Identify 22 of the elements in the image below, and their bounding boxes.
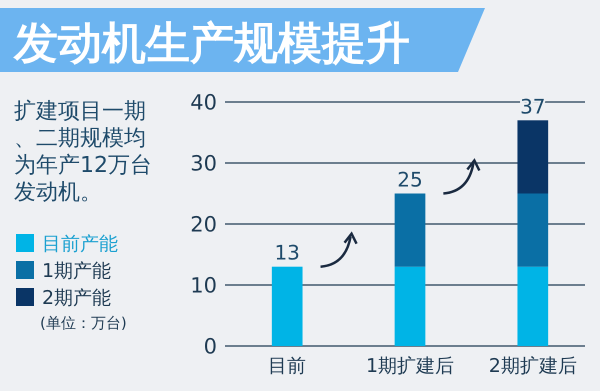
text: 扩建项目一期、二期规模均为年产12万台发动机。: [14, 99, 152, 205]
legend-label: 1期产能: [42, 260, 112, 282]
y-tick-label: 20: [190, 212, 217, 236]
total-label: 25: [397, 168, 423, 192]
legend-label: 目前产能: [42, 233, 118, 255]
x-tick-label: 2期扩建后: [488, 355, 577, 377]
chart-title: 发动机生产规模提升: [13, 18, 410, 69]
bar: [517, 194, 548, 267]
bar: [517, 120, 548, 194]
text: (单位：万台): [40, 314, 127, 332]
bar: [272, 266, 303, 346]
x-tick-label: 1期扩建后: [366, 355, 454, 377]
y-tick-label: 30: [190, 151, 217, 176]
bar: [517, 266, 548, 346]
y-tick-label: 10: [190, 273, 217, 298]
bar: [394, 194, 426, 267]
x-tick-label: 目前: [268, 355, 306, 377]
total-label: 13: [274, 240, 300, 265]
y-tick-label: 0: [204, 334, 217, 358]
y-tick-label: 40: [190, 90, 217, 114]
legend-label: 2期产能: [42, 287, 112, 309]
bar: [394, 266, 426, 346]
